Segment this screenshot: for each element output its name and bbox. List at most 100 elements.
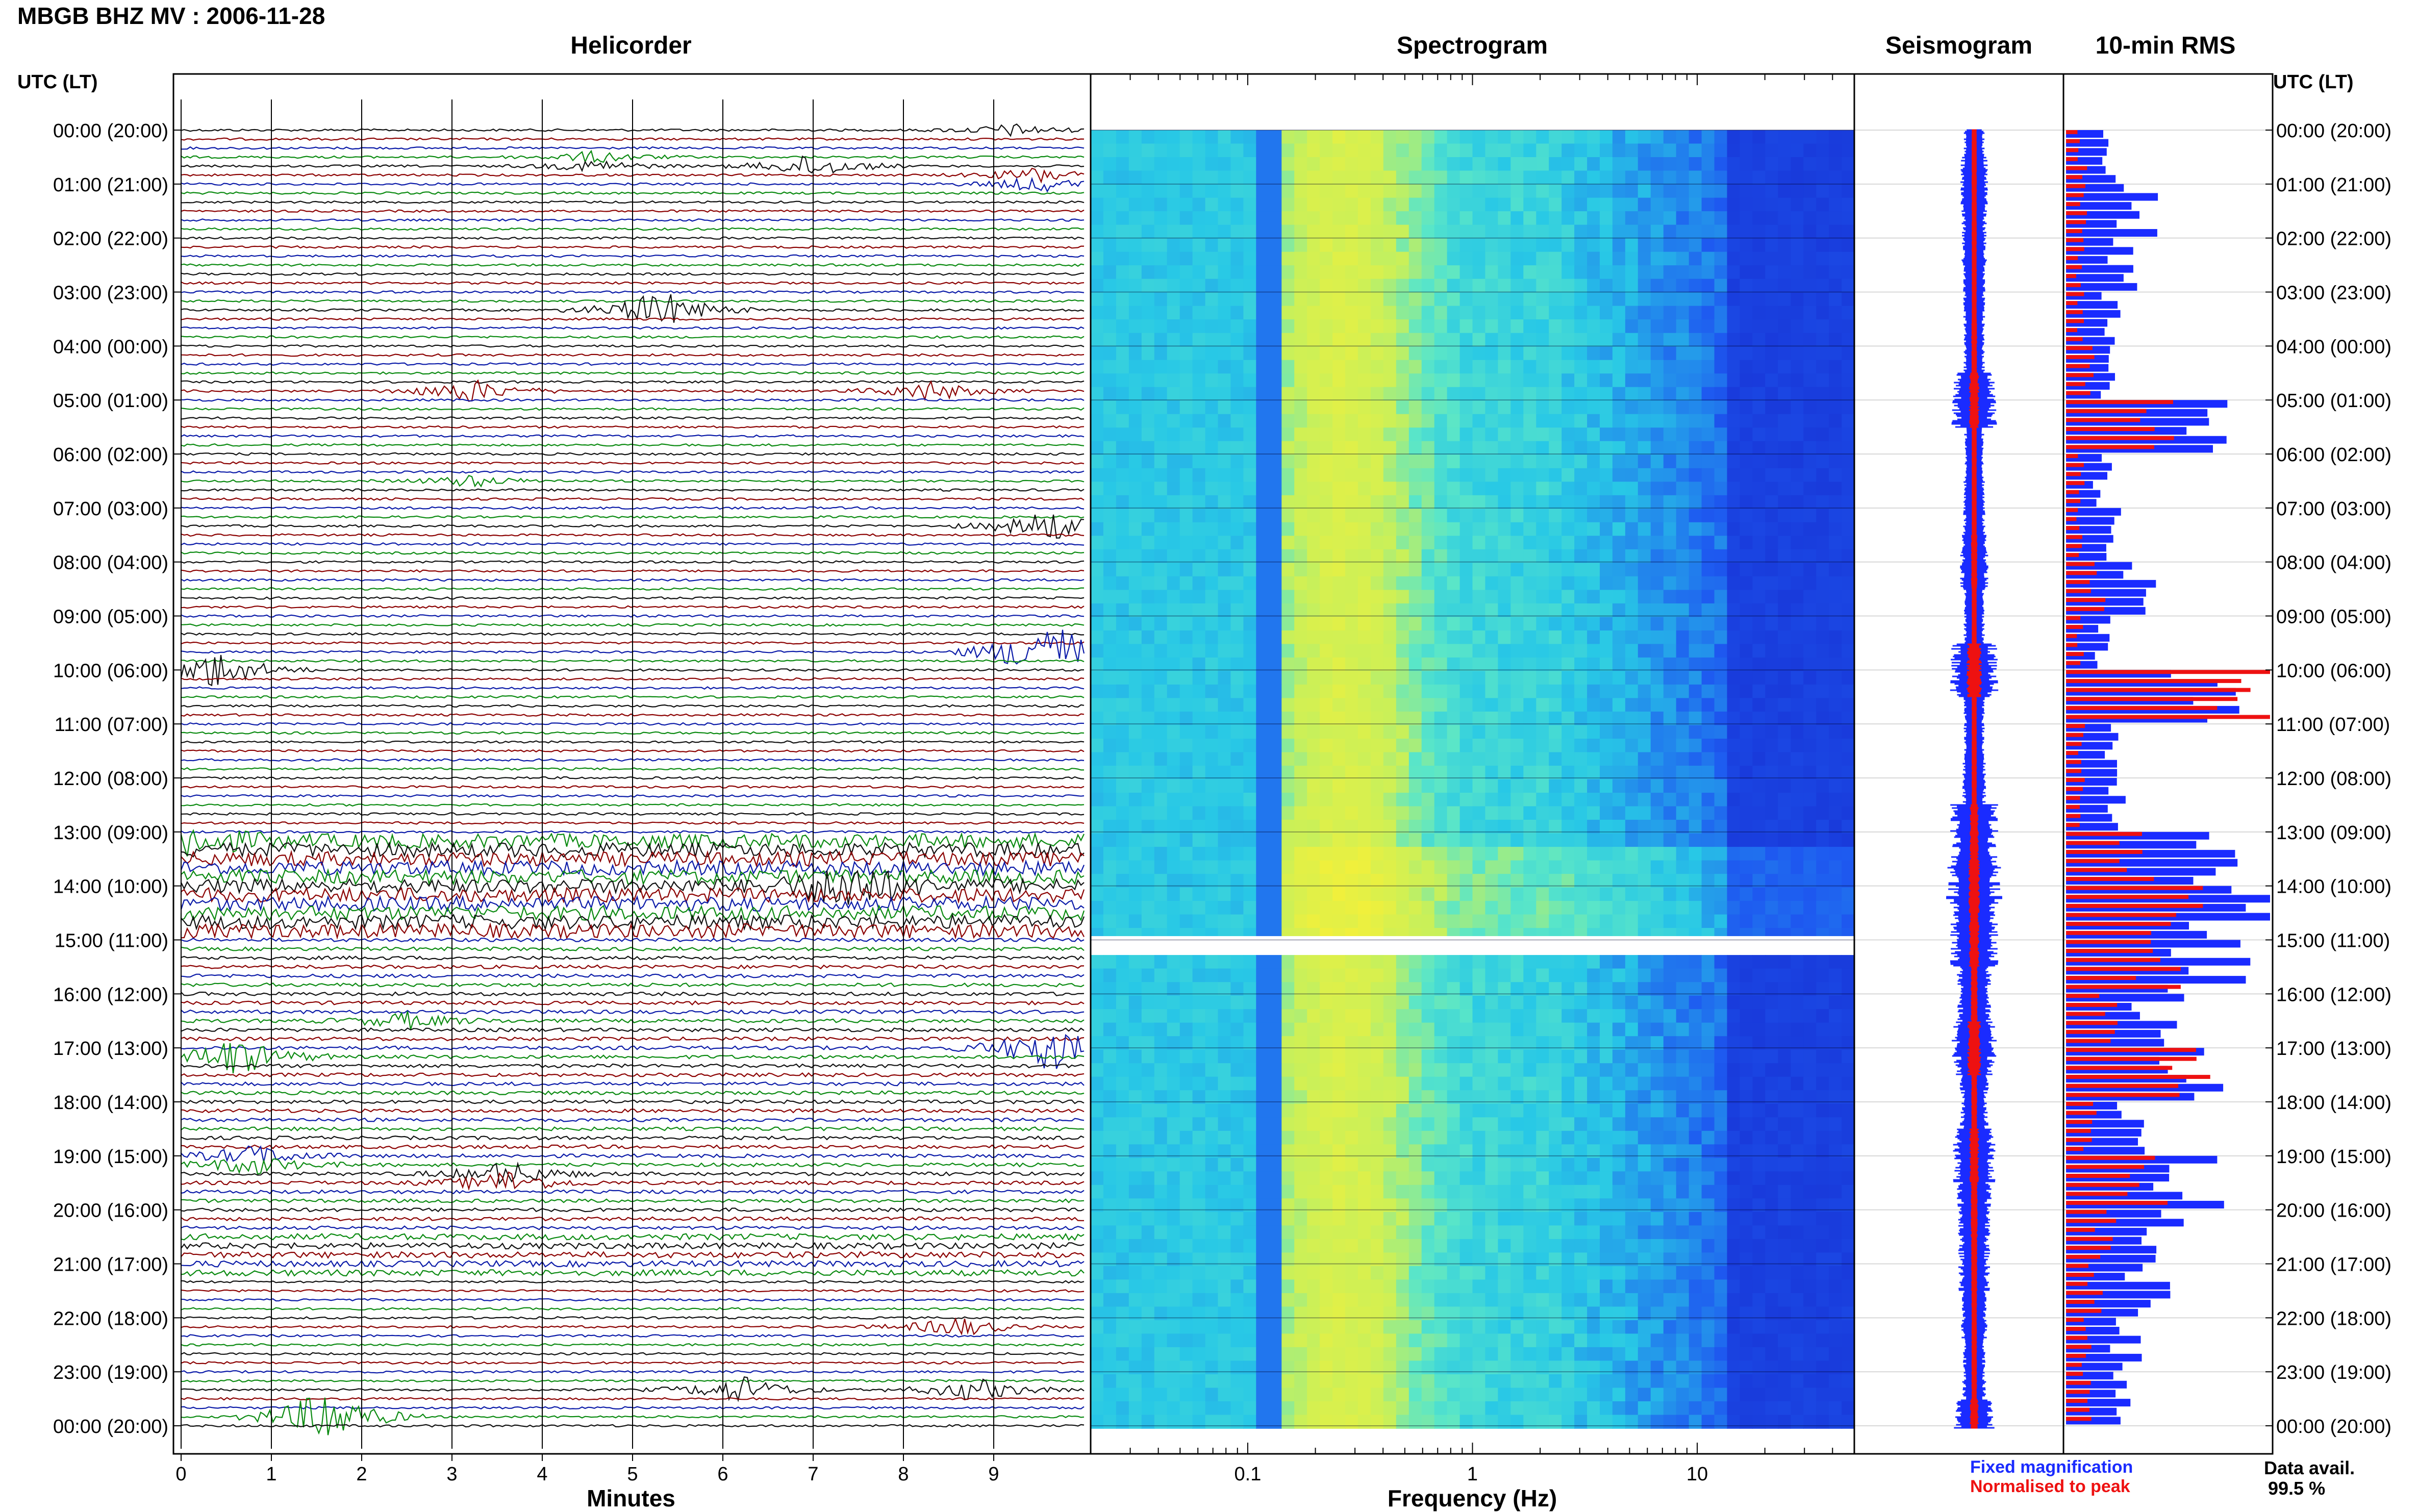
spectrogram-cell (1689, 197, 1702, 212)
spectrogram-cell (1294, 793, 1307, 807)
spectrogram-cell (1791, 482, 1804, 496)
spectrogram-cell (1625, 522, 1639, 537)
spectrogram-cell (1396, 238, 1409, 253)
spectrogram-cell (1396, 590, 1409, 604)
spectrogram-cell (1842, 211, 1855, 225)
spectrogram-cell (1128, 860, 1142, 874)
spectrogram-cell (1803, 1185, 1817, 1199)
spectrogram-cell (1408, 711, 1422, 726)
spectrogram-cell (1447, 698, 1460, 712)
spectrogram-cell (1179, 955, 1193, 969)
spectrogram-cell (1218, 265, 1231, 280)
spectrogram-cell (1638, 1144, 1651, 1158)
spectrogram-cell (1587, 400, 1600, 415)
spectrogram-cell (1218, 143, 1231, 158)
spectrogram-cell (1676, 468, 1690, 483)
spectrogram-cell (1243, 1171, 1257, 1186)
spectrogram-cell (1459, 292, 1473, 307)
spectrogram-cell (1396, 455, 1409, 469)
spectrogram-cell (1230, 346, 1244, 361)
spectrogram-cell (1587, 1157, 1600, 1172)
spectrogram-cell (1421, 1157, 1435, 1172)
spectrogram-cell (1498, 238, 1512, 253)
spectrogram-cell (1434, 874, 1448, 888)
spectrogram-cell (1842, 1117, 1855, 1131)
spectrogram-cell (1778, 590, 1791, 604)
spectrogram-cell (1447, 657, 1460, 672)
spectrogram-cell (1472, 455, 1486, 469)
spectrogram-cell (1701, 1212, 1715, 1226)
spectrogram-cell (1842, 1076, 1855, 1091)
spectrogram-cell (1498, 1036, 1512, 1050)
spectrogram-cell (1714, 1130, 1728, 1145)
spectrogram-cell (1740, 644, 1753, 658)
spectrogram-cell (1103, 644, 1117, 658)
spectrogram-cell (1345, 1009, 1358, 1023)
spectrogram-cell (1332, 1103, 1346, 1118)
spectrogram-cell (1485, 387, 1499, 401)
spectrogram-cell (1091, 590, 1104, 604)
spectrogram-cell (1192, 265, 1206, 280)
spectrogram-cell (1459, 130, 1473, 144)
spectrogram-cell (1829, 766, 1842, 780)
spectrogram-cell (1281, 1144, 1295, 1158)
spectrogram-cell (1701, 1076, 1715, 1091)
spectrogram-cell (1370, 170, 1384, 185)
spectrogram-cell (1408, 779, 1422, 793)
spectrogram-cell (1091, 1009, 1104, 1023)
spectrogram-cell (1510, 522, 1524, 537)
spectrogram-cell (1459, 1049, 1473, 1064)
spectrogram-cell (1383, 170, 1397, 185)
spectrogram-cell (1421, 373, 1435, 388)
spectrogram-cell (1676, 1171, 1690, 1186)
spectrogram-cell (1587, 346, 1600, 361)
spectrogram-cell (1612, 495, 1626, 510)
spectrogram-cell (1459, 414, 1473, 428)
spectrogram-cell (1192, 1198, 1206, 1213)
spectrogram-cell (1752, 1157, 1766, 1172)
spectrogram-cell (1676, 1036, 1690, 1050)
spectrogram-cell (1791, 414, 1804, 428)
spectrogram-cell (1816, 157, 1829, 171)
spectrogram-cell (1281, 522, 1295, 537)
spectrogram-cell (1803, 197, 1817, 212)
spectrogram-cell (1650, 170, 1664, 185)
spectrogram-cell (1791, 1212, 1804, 1226)
spectrogram-cell (1447, 1076, 1460, 1091)
spectrogram-cell (1689, 698, 1702, 712)
spectrogram-cell (1281, 387, 1295, 401)
spectrogram-cell (1408, 657, 1422, 672)
spectrogram-cell (1116, 211, 1129, 225)
spectrogram-cell (1510, 346, 1524, 361)
spectrogram-cell (1740, 455, 1753, 469)
spectrogram-cell (1498, 793, 1512, 807)
spectrogram-cell (1625, 170, 1639, 185)
spectrogram-cell (1256, 752, 1270, 766)
spectrogram-cell (1523, 1225, 1537, 1240)
spectrogram-cell (1498, 400, 1512, 415)
spectrogram-cell (1396, 657, 1409, 672)
spectrogram-cell (1332, 143, 1346, 158)
spectrogram-cell (1192, 1212, 1206, 1226)
spectrogram-cell (1332, 427, 1346, 442)
spectrogram-cell (1459, 549, 1473, 564)
spectrogram-cell (1791, 184, 1804, 198)
spectrogram-cell (1714, 671, 1728, 685)
spectrogram-cell (1587, 427, 1600, 442)
spectrogram-cell (1752, 1090, 1766, 1104)
spectrogram-cell (1574, 482, 1588, 496)
helicorder-trace (180, 1000, 1085, 1006)
spectrogram-cell (1829, 143, 1842, 158)
spectrogram-cell (1421, 684, 1435, 699)
spectrogram-cell (1370, 995, 1384, 1010)
spectrogram-cell (1523, 1198, 1537, 1213)
spectrogram-cell (1765, 1130, 1779, 1145)
spectrogram-cell (1549, 1036, 1562, 1050)
spectrogram-cell (1727, 143, 1741, 158)
spectrogram-cell (1638, 576, 1651, 591)
spectrogram-cell (1842, 360, 1855, 374)
spectrogram-cell (1663, 901, 1677, 915)
spectrogram-cell (1357, 536, 1371, 550)
spectrogram-cell (1192, 157, 1206, 171)
spectrogram-cell (1256, 536, 1270, 550)
